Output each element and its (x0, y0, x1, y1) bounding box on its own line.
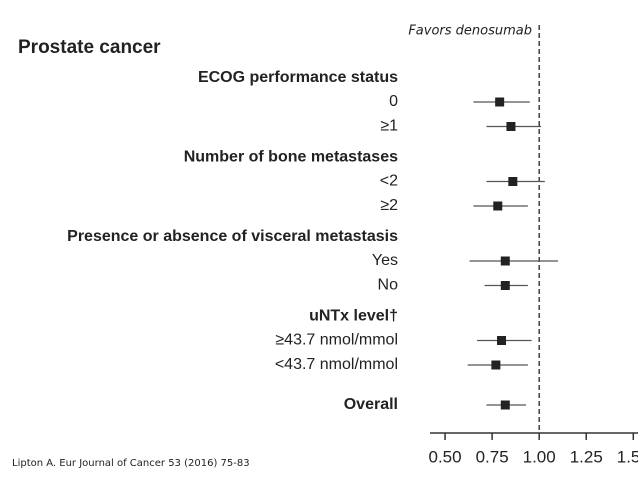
estimate-marker (500, 281, 510, 290)
x-tick-label: 1.25 (570, 447, 603, 466)
estimate-marker (491, 360, 501, 370)
row-label: <2 (380, 173, 398, 190)
row-label: No (378, 277, 399, 294)
annotation: Favors denosumab (408, 24, 532, 39)
row-label: 0 (389, 93, 398, 110)
chart-title: Prostate cancer (18, 37, 161, 58)
group-header: ECOG performance status (198, 69, 398, 86)
group-header: Number of bone metastases (184, 149, 398, 166)
estimate-marker (500, 256, 510, 266)
overall-label: Overall (344, 396, 398, 413)
x-tick-label: 0.50 (429, 447, 462, 466)
estimate-marker (506, 122, 516, 131)
estimate-marker (493, 201, 503, 211)
row-label: ≥43.7 nmol/mmol (275, 332, 398, 349)
x-tick-label: 1.00 (523, 447, 556, 466)
estimate-marker (500, 400, 510, 410)
row-label: Yes (372, 252, 398, 269)
group-header: Presence or absence of visceral metastas… (67, 228, 398, 245)
estimate-marker (497, 336, 507, 345)
estimate-marker (508, 177, 518, 186)
group-header: uNTx level† (309, 308, 398, 325)
row-label: ≥1 (380, 118, 398, 135)
x-tick-label: 1.50 (617, 447, 638, 466)
x-tick-label: 0.75 (476, 447, 509, 466)
estimate-marker (495, 97, 505, 107)
row-label: ≥2 (380, 197, 398, 214)
source-note: Lipton A. Eur Journal of Cancer 53 (2016… (12, 458, 250, 469)
row-label: <43.7 nmol/mmol (275, 356, 398, 373)
